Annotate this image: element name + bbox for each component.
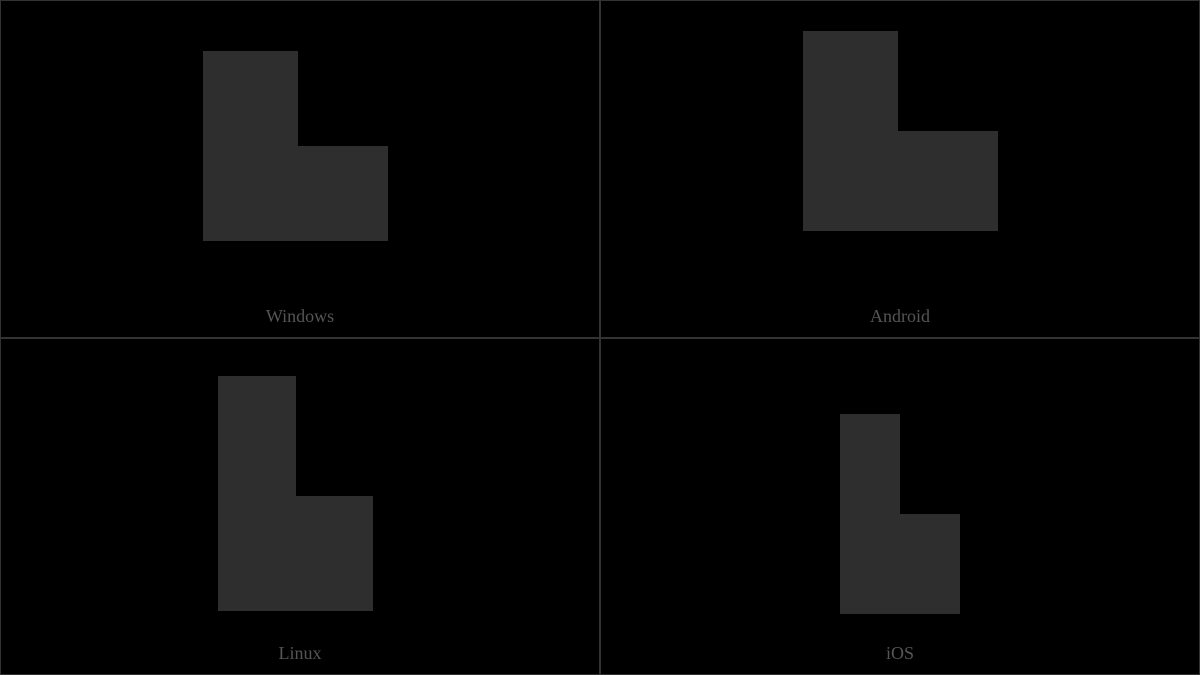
glyph-area-windows (1, 1, 599, 302)
panel-ios: iOS (600, 338, 1200, 675)
label-android: Android (870, 306, 930, 327)
glyph-android-horiz (803, 131, 998, 231)
glyph-windows (203, 51, 388, 241)
glyph-windows-horiz (203, 146, 388, 241)
label-ios: iOS (886, 643, 914, 664)
glyph-area-ios (601, 339, 1199, 640)
glyph-ios-horiz (840, 514, 960, 614)
glyph-linux-horiz (218, 496, 373, 611)
glyph-area-android (601, 1, 1199, 302)
glyph-linux (218, 376, 373, 611)
glyph-area-linux (1, 339, 599, 640)
panel-android: Android (600, 0, 1200, 338)
label-linux: Linux (279, 643, 322, 664)
panel-windows: Windows (0, 0, 600, 338)
panel-linux: Linux (0, 338, 600, 675)
label-windows: Windows (266, 306, 334, 327)
glyph-ios (840, 414, 960, 614)
glyph-android (803, 31, 998, 231)
